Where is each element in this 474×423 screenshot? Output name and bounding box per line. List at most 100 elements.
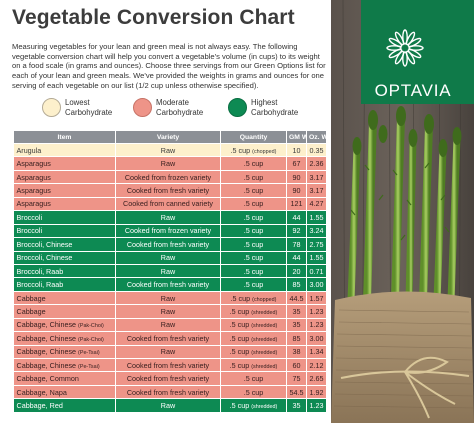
item-note: (Pak-Choi) <box>78 336 104 343</box>
cell-quantity: .5 cup <box>220 224 287 239</box>
quantity-value: .5 cup <box>243 199 264 209</box>
table-row: Broccoli, Raab Raw .5 cup 20 0.71 <box>13 264 327 279</box>
optavia-logo-text: OPTAVIA <box>375 81 452 100</box>
cell-gm-weight: 75 <box>286 371 307 386</box>
header-quantity: Quantity <box>220 130 287 144</box>
table-header-row: Item Variety Quantity GM Wt Oz. Wt <box>13 130 327 144</box>
cell-gm-weight: 90 <box>286 170 307 185</box>
item-note: (Pe-Tsai) <box>78 350 100 357</box>
cell-oz-weight: 1.23 <box>306 318 327 333</box>
cell-oz-weight: 2.36 <box>306 156 327 171</box>
item-name: Cabbage, Chinese <box>16 320 77 330</box>
cell-variety: Cooked from fresh variety <box>115 237 221 252</box>
table-row: Cabbage, Chinese (Pak-Choi) Cooked from f… <box>13 331 327 346</box>
cell-item: Cabbage, Common <box>13 371 116 386</box>
item-name: Cabbage, Chinese <box>16 333 77 343</box>
cell-quantity: .5 cup <box>220 385 287 400</box>
cell-item: Cabbage <box>13 291 116 306</box>
cell-variety: Cooked from canned variety <box>115 197 221 212</box>
cell-item: Cabbage, Red <box>13 398 116 413</box>
table-row: Cabbage, Chinese (Pe-Tsai) Raw .5 cup (shr… <box>13 345 327 360</box>
item-name: Arugula <box>16 145 42 155</box>
cell-oz-weight: 3.17 <box>306 183 327 198</box>
cell-oz-weight: 3.24 <box>306 224 327 239</box>
cell-item: Broccoli, Chinese <box>13 237 116 252</box>
cell-oz-weight: 1.34 <box>306 345 327 360</box>
cell-variety: Cooked from fresh variety <box>115 371 221 386</box>
header-oz-wt: Oz. Wt <box>306 130 327 144</box>
quantity-value: .5 cup <box>229 347 250 357</box>
table-row: Broccoli Raw .5 cup 44 1.55 <box>13 210 327 225</box>
carb-legend: Lowest Carbohydrate Moderate Carbohydrate … <box>0 96 331 124</box>
table-row: Asparagus Cooked from fresh variety .5 cup… <box>13 183 327 198</box>
cell-gm-weight: 35 <box>286 398 307 413</box>
table-row: Broccoli Cooked from frozen variety .5 cup… <box>13 224 327 239</box>
cell-oz-weight: 4.27 <box>306 197 327 212</box>
twine-bow <box>340 356 470 419</box>
cell-gm-weight: 20 <box>286 264 307 279</box>
quantity-value: .5 cup <box>243 226 264 236</box>
cell-variety: Raw <box>115 345 221 360</box>
item-name: Broccoli <box>16 226 43 236</box>
legend-highest-label: Highest Carbohydrate <box>251 98 299 117</box>
legend-moderate-swatch <box>133 98 152 117</box>
cell-variety: Cooked from frozen variety <box>115 170 221 185</box>
cell-quantity: .5 cup <box>220 210 287 225</box>
quantity-note: (chopped) <box>252 296 277 303</box>
quantity-value: .5 cup <box>243 253 264 263</box>
cell-quantity: .5 cup <box>220 251 287 265</box>
cell-item: Broccoli, Raab <box>13 277 116 292</box>
table-row: Cabbage, Chinese (Pak-Choi) Raw .5 cup (sh… <box>13 318 327 333</box>
conversion-table: Item Variety Quantity GM Wt Oz. Wt Arugu… <box>13 130 327 413</box>
table-row: Broccoli, Chinese Cooked from fresh varie… <box>13 237 327 252</box>
cell-oz-weight: 0.35 <box>306 143 327 158</box>
item-name: Broccoli, Chinese <box>16 253 73 263</box>
cell-gm-weight: 85 <box>286 277 307 292</box>
cell-quantity: .5 cup <box>220 156 287 171</box>
cell-item: Cabbage, Chinese (Pak-Choi) <box>13 318 116 333</box>
cell-oz-weight: 1.23 <box>306 398 327 413</box>
quantity-value: .5 cup <box>230 293 251 303</box>
item-note: (Pe-Tsai) <box>78 363 100 370</box>
cell-item: Asparagus <box>13 156 116 171</box>
quantity-value: .5 cup <box>230 145 251 155</box>
cell-gm-weight: 60 <box>286 358 307 373</box>
optavia-logo-icon <box>386 29 424 67</box>
quantity-note: (chopped) <box>252 148 277 155</box>
cell-item: Arugula <box>13 143 116 158</box>
item-name: Cabbage, Common <box>16 374 79 384</box>
cell-oz-weight: 0.71 <box>306 264 327 279</box>
item-note: (Pak-Choi) <box>78 323 104 330</box>
quantity-value: .5 cup <box>243 280 264 290</box>
cell-variety: Cooked from fresh variety <box>115 331 221 346</box>
cell-gm-weight: 44 <box>286 210 307 225</box>
cell-variety: Raw <box>115 291 221 306</box>
cell-quantity: .5 cup (chopped) <box>220 291 287 306</box>
table-row: Broccoli, Raab Cooked from fresh variety.… <box>13 277 327 292</box>
legend-moderate-label: Moderate Carbohydrate <box>156 98 204 117</box>
item-name: Broccoli, Chinese <box>16 239 73 249</box>
table-row: Cabbage, Chinese (Pe-Tsai) Cooked from fr… <box>13 358 327 373</box>
cell-variety: Raw <box>115 251 221 265</box>
cell-oz-weight: 1.57 <box>306 291 327 306</box>
cell-gm-weight: 121 <box>286 197 307 212</box>
cell-variety: Raw <box>115 398 221 413</box>
cell-item: Broccoli <box>13 224 116 239</box>
cell-item: Cabbage <box>13 304 116 319</box>
cell-oz-weight: 1.23 <box>306 304 327 319</box>
cell-variety: Raw <box>115 156 221 171</box>
item-name: Cabbage, Red <box>16 401 63 411</box>
item-name: Asparagus <box>16 159 51 169</box>
quantity-value: .5 cup <box>243 266 264 276</box>
cell-oz-weight: 1.92 <box>306 385 327 400</box>
cell-variety: Raw <box>115 143 221 158</box>
item-name: Asparagus <box>16 199 51 209</box>
item-name: Broccoli, Raab <box>16 280 64 290</box>
cell-variety: Raw <box>115 318 221 333</box>
quantity-value: .5 cup <box>229 333 250 343</box>
cell-item: Asparagus <box>13 170 116 185</box>
cell-oz-weight: 1.55 <box>306 251 327 265</box>
page-title: Vegetable Conversion Chart <box>12 6 295 29</box>
table-row: Arugula Raw .5 cup (chopped) 10 0.35 <box>13 143 327 158</box>
cell-oz-weight: 2.75 <box>306 237 327 252</box>
